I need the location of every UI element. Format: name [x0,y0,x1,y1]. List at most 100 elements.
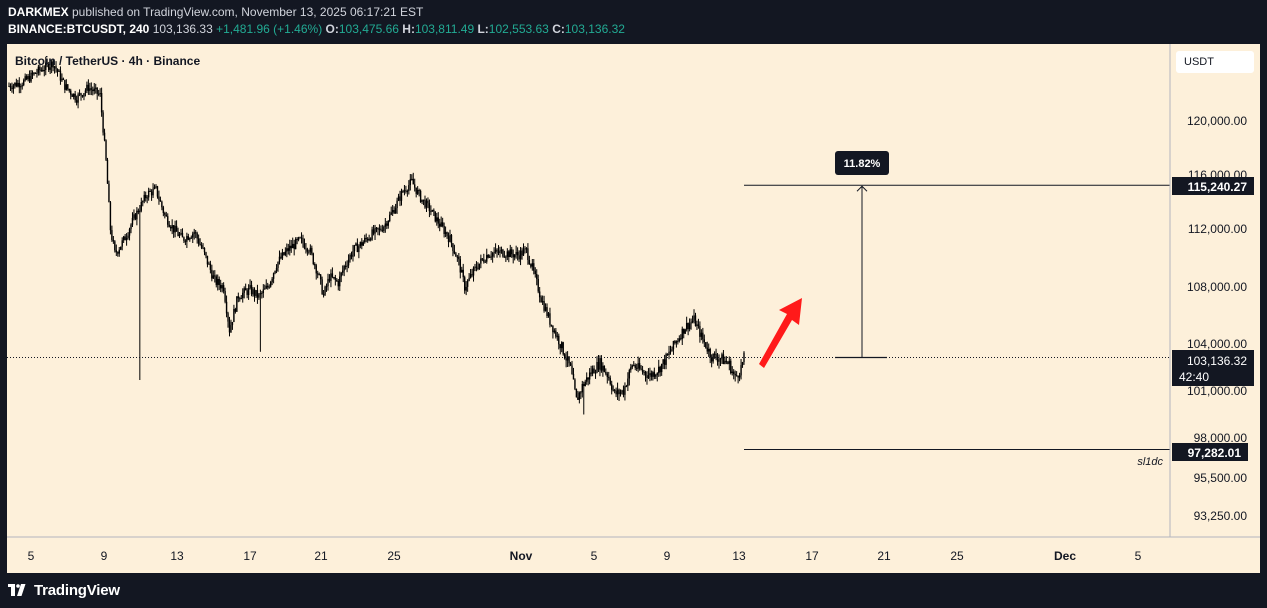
candle-body [203,247,206,253]
candle-body [258,294,260,298]
candle-body [106,159,109,184]
candle-body [546,307,548,316]
candle-body [321,279,323,295]
candle-body [621,390,623,393]
candle-body [381,230,384,232]
candle-body [309,247,312,252]
candle-body [537,279,539,292]
candle-body [341,270,344,273]
author-name[interactable]: DARKMEX [8,5,69,19]
time-tick: 5 [591,549,598,563]
candle-body [287,248,289,251]
price-tick: 120,000.00 [1187,114,1247,128]
up-arrow-icon[interactable] [759,298,802,368]
currency-unit-button[interactable]: USDT [1176,51,1254,73]
candle-body [387,221,389,226]
candle-body [449,235,451,242]
candle-body [397,196,400,201]
candle-body [680,338,682,340]
candle-body [456,256,459,258]
candle-body [528,260,531,265]
candle-body [124,236,126,241]
time-tick: 13 [170,549,184,563]
candle-body [192,233,194,238]
candle-body [289,245,291,251]
candle-body [705,342,707,348]
candle-body [427,200,429,204]
candle-body [675,341,678,344]
candle-body [553,330,556,333]
candle-body [608,377,610,379]
candle-body [728,360,730,364]
candle-body [583,384,585,386]
measure-arrowhead [856,185,868,192]
candle-body [168,224,170,227]
candle-body [588,372,591,380]
candle-body [393,210,395,214]
candle-body [159,199,162,202]
candle-body [441,222,444,226]
stop-price-label: 97,282.01 [1188,446,1242,460]
candle-body [111,230,113,240]
candle-body [371,229,373,240]
candle-body [702,332,704,340]
candle-body [233,309,235,322]
candle-body [181,232,184,238]
footer-brand[interactable]: TradingView [8,580,120,600]
candle-body [630,367,632,371]
candle-body [488,256,491,258]
candle-body [209,263,212,270]
candle-body [499,250,501,253]
stop-note: sl1dc [1137,456,1163,468]
candle-body [671,349,673,352]
price-chart[interactable]: 11.82% 120,000.00116,000.00112,000.00108… [7,44,1260,573]
candle-body [549,313,551,325]
candle-body [212,275,215,279]
candle-body [599,358,601,370]
candle-body [624,386,626,395]
candle-body [740,365,742,376]
candle-body [712,353,714,362]
candle-body [95,87,97,89]
candle-body [221,285,223,289]
candle-body [171,225,173,229]
candle-body [174,225,176,233]
candle-body [455,253,457,257]
candle-body [430,211,432,213]
candle-body [242,292,244,299]
candle-body [139,210,141,213]
candle-body [27,76,29,80]
candle-body [214,275,216,277]
candle-body [422,199,425,201]
candle-body [130,224,132,230]
time-tick: 17 [243,549,257,563]
candle-body [662,359,664,364]
candle-body [472,267,475,276]
candle-body [140,202,142,211]
candle-body [189,238,191,240]
candle-body [487,255,489,258]
candle-body [518,255,520,260]
time-tick: Nov [510,549,533,563]
candle-body [17,82,19,87]
candle-body [155,186,157,188]
price-tick: 101,000.00 [1187,384,1247,398]
candle-body [465,286,467,291]
time-tick: 21 [314,549,328,563]
chart-frame[interactable]: 11.82% 120,000.00 116,000.00 112,000.00 108… [7,44,1260,573]
candle-body [319,274,322,280]
price-tick: 93,250.00 [1194,509,1248,523]
candle-body [247,288,250,295]
candle-body [425,200,428,208]
candle-body [672,341,675,350]
candle-body [277,261,279,268]
current-price-label: 103,136.32 [1187,354,1247,368]
candle-body [33,72,35,75]
candle-body [39,66,41,71]
candle-body [562,342,564,355]
candle-body [727,362,729,364]
candle-body [550,324,553,326]
measure-percent-label: 11.82% [844,158,881,170]
candle-body [156,186,159,197]
candle-body [59,70,62,81]
